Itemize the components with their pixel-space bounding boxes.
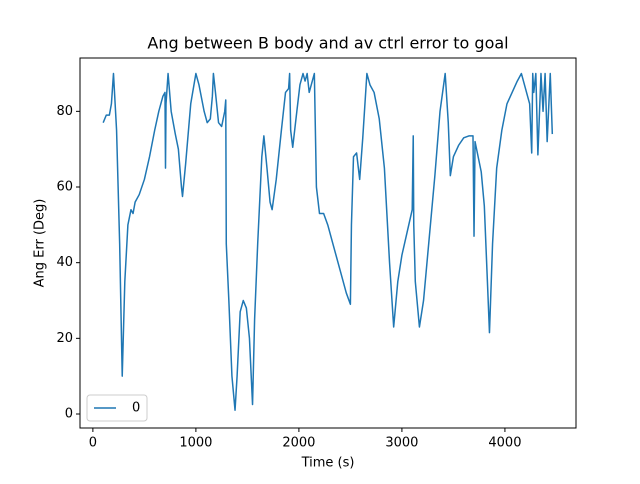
plot-frame [79,57,577,429]
data-line [102,72,554,411]
y-tick-label: 20 [56,331,73,346]
legend-box [86,394,148,422]
y-tick-label: 80 [56,104,73,119]
x-tick-label: 3000 [385,436,418,451]
x-tick-label: 4000 [488,436,521,451]
x-tick-label: 1000 [179,436,212,451]
x-tick-label: 2000 [282,436,315,451]
x-tick-label: 0 [89,436,97,451]
y-axis-label: Ang Err (Deg) [33,199,48,288]
chart-title: Ang between B body and av ctrl error to … [147,34,508,53]
x-axis-label: Time (s) [301,456,355,471]
y-tick-label: 40 [56,255,73,270]
y-tick-label: 60 [56,180,73,195]
y-tick-label: 0 [65,407,73,422]
legend-label: 0 [132,401,140,416]
